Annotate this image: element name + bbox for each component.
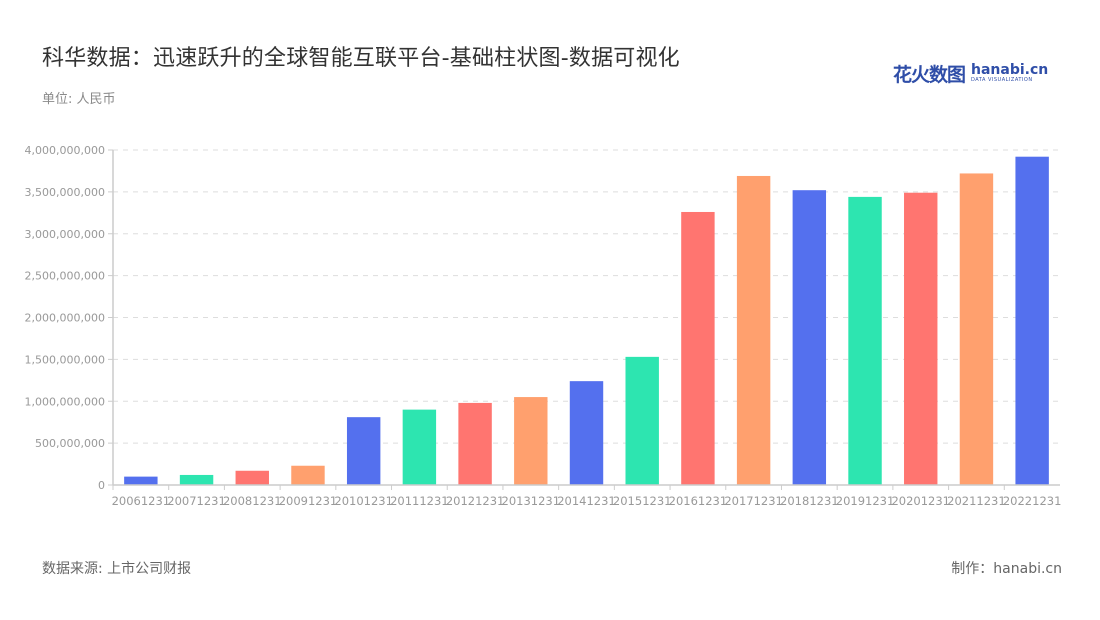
x-tick-label: 20121231 — [446, 494, 505, 508]
logo-english-text: hanabi.cn — [971, 62, 1049, 78]
y-tick-label: 3,500,000,000 — [25, 186, 105, 199]
logo-chinese-text: 花火数图 — [893, 64, 966, 86]
x-tick-label: 20111231 — [390, 494, 449, 508]
y-tick-label: 0 — [98, 479, 105, 492]
bar-20141231[interactable] — [569, 381, 604, 485]
y-tick-label: 1,500,000,000 — [25, 353, 105, 366]
x-tick-label: 20201231 — [891, 494, 950, 508]
y-tick-label: 3,000,000,000 — [25, 228, 105, 241]
x-tick-label: 20131231 — [502, 494, 561, 508]
bars — [124, 156, 1049, 485]
y-axis: 0 500,000,000 1,000,000,000 1,500,000,000 2,… — [25, 144, 114, 492]
logo-subtitle: DATA VISUALIZATION — [971, 77, 1033, 83]
logo-english: hanabi.cn DATA VISUALIZATION — [971, 63, 1048, 84]
bar-20091231[interactable] — [291, 465, 325, 485]
x-tick-label: 20071231 — [167, 494, 226, 508]
x-tick-label: 20221231 — [1003, 494, 1062, 508]
x-tick-label: 20191231 — [836, 494, 895, 508]
chart-title: 科华数据：迅速跃升的全球智能互联平台-基础柱状图-数据可视化 — [42, 46, 680, 71]
bar-20151231[interactable] — [625, 356, 659, 485]
bar-20131231[interactable] — [514, 397, 548, 485]
x-tick-label: 20211231 — [947, 494, 1006, 508]
x-tick-label: 20061231 — [112, 494, 171, 508]
bar-20111231[interactable] — [402, 409, 437, 485]
bar-20171231[interactable] — [736, 175, 771, 485]
bar-20161231[interactable] — [681, 211, 715, 485]
y-tick-label: 2,000,000,000 — [25, 312, 105, 325]
bar-20181231[interactable] — [792, 190, 827, 485]
bar-20211231[interactable] — [959, 173, 994, 485]
x-tick-label: 20181231 — [780, 494, 839, 508]
bar-20191231[interactable] — [848, 196, 882, 485]
y-tick-label: 4,000,000,000 — [25, 144, 105, 157]
x-tick-label: 20151231 — [613, 494, 672, 508]
bar-20221231[interactable] — [1015, 156, 1049, 485]
bar-20121231[interactable] — [458, 402, 492, 485]
y-tick-label: 1,000,000,000 — [25, 395, 105, 408]
x-tick-label: 20161231 — [669, 494, 728, 508]
bar-20081231[interactable] — [235, 470, 269, 485]
bar-20071231[interactable] — [179, 474, 214, 485]
bar-20201231[interactable] — [904, 192, 938, 485]
y-tick-label: 2,500,000,000 — [25, 270, 105, 283]
y-tick-label: 500,000,000 — [35, 437, 105, 450]
x-tick-label: 20141231 — [557, 494, 616, 508]
x-tick-label: 20081231 — [223, 494, 282, 508]
data-source: 数据来源: 上市公司财报 — [42, 561, 192, 577]
credit: 制作：hanabi.cn — [951, 561, 1062, 577]
x-tick-label: 20101231 — [334, 494, 393, 508]
x-axis: 2006123120071231200812312009123120101231… — [112, 484, 1062, 508]
bar-20101231[interactable] — [346, 417, 381, 485]
x-tick-label: 20091231 — [279, 494, 338, 508]
unit-label: 单位: 人民币 — [42, 92, 116, 107]
brand-logo: 花火数图 hanabi.cn DATA VISUALIZATION — [893, 60, 1048, 87]
x-tick-label: 20171231 — [724, 494, 783, 508]
bar-20061231[interactable] — [124, 476, 158, 485]
